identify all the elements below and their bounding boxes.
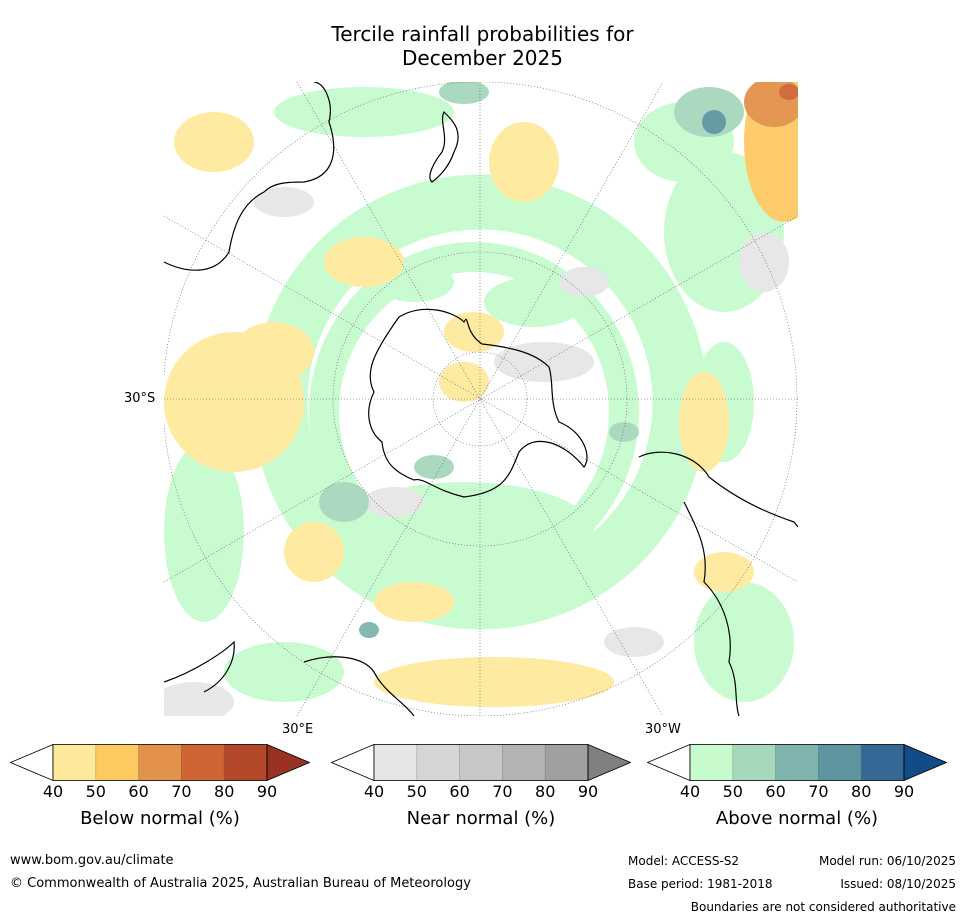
colorbar-box (459, 744, 503, 781)
new-zealand-coast (429, 110, 459, 183)
colorbar-tick-label: 70 (492, 782, 513, 801)
colorbar-box (818, 744, 862, 781)
colorbar-box (775, 744, 819, 781)
colorbar-tick-label: 70 (171, 782, 192, 801)
lat-label-30s: 30°S (124, 391, 156, 406)
title-line-2: December 2025 (402, 46, 563, 70)
colorbar-below-normal (10, 744, 310, 781)
colorbar-over-triangle (266, 744, 310, 781)
colorbar-box (224, 744, 267, 781)
lon-label-30w: 30°W (645, 722, 681, 737)
lon-label-30e: 30°E (282, 722, 314, 737)
colorbar-under-triangle (331, 744, 375, 781)
australia-coast (164, 82, 335, 271)
colorbar-frame (689, 744, 905, 781)
colorbar-box (416, 744, 460, 781)
colorbar-label-below: Below normal (%) (80, 808, 240, 829)
footer-issued: Issued: 08/10/2025 (840, 877, 956, 891)
colorbar-tick-label: 90 (577, 782, 599, 801)
antarctica-coast (368, 308, 588, 498)
colorbar-box (861, 744, 904, 781)
colorbar-under-triangle (647, 744, 691, 781)
colorbar-box (732, 744, 776, 781)
africa-coast (164, 640, 415, 716)
colorbar-tick-label: 60 (128, 782, 149, 801)
colorbar-tick-label: 60 (449, 782, 470, 801)
footer-model-run: Model run: 06/10/2025 (818, 854, 956, 868)
title-line-1: Tercile rainfall probabilities for (331, 22, 634, 46)
colorbar-tick-label: 40 (679, 782, 701, 801)
colorbar-box (181, 744, 225, 781)
colorbar-tick-label: 60 (765, 782, 786, 801)
colorbar-tick-label: 80 (535, 782, 556, 801)
coastlines (164, 82, 798, 716)
colorbar-box (545, 744, 588, 781)
colorbar-label-above: Above normal (%) (715, 808, 879, 829)
colorbar-box (374, 744, 417, 781)
colorbar-tick-label: 50 (722, 782, 743, 801)
south-america-coast (638, 451, 798, 716)
colorbar-over-triangle (903, 744, 947, 781)
colorbar-tick-label: 50 (406, 782, 427, 801)
footer-model: Model: ACCESS-S2 (628, 854, 740, 868)
colorbar-box (502, 744, 546, 781)
graticule (164, 82, 798, 716)
footer-url: www.bom.gov.au/climate (10, 853, 174, 868)
colorbar-tick-label: 80 (214, 782, 235, 801)
colorbar-tick-label: 90 (256, 782, 278, 801)
colorbar-tick-label: 90 (893, 782, 915, 801)
colorbar-over-triangle (587, 744, 631, 781)
footer-copyright: © Commonwealth of Australia 2025, Austra… (10, 876, 471, 891)
colorbar-under-triangle (10, 744, 54, 781)
colorbar-near-normal (331, 744, 631, 781)
colorbar-box (690, 744, 733, 781)
colorbar-box (53, 744, 96, 781)
colorbar-tick-label: 70 (808, 782, 829, 801)
colorbar-label-near: Near normal (%) (406, 808, 556, 829)
colorbar-box (95, 744, 139, 781)
colorbar-frame (373, 744, 589, 781)
colorbar-tick-label: 80 (851, 782, 872, 801)
colorbar-tick-label: 40 (42, 782, 64, 801)
polar-map (164, 82, 798, 716)
colorbar-box (138, 744, 182, 781)
colorbar-tick-label: 50 (85, 782, 106, 801)
probability-field (164, 82, 798, 716)
colorbar-above-normal (647, 744, 947, 781)
colorbar-frame (52, 744, 268, 781)
map-title: Tercile rainfall probabilities for Decem… (0, 22, 965, 70)
footer-disclaimer: Boundaries are not considered authoritat… (690, 900, 956, 914)
footer-base-period: Base period: 1981-2018 (628, 877, 773, 891)
colorbar-tick-label: 40 (363, 782, 385, 801)
